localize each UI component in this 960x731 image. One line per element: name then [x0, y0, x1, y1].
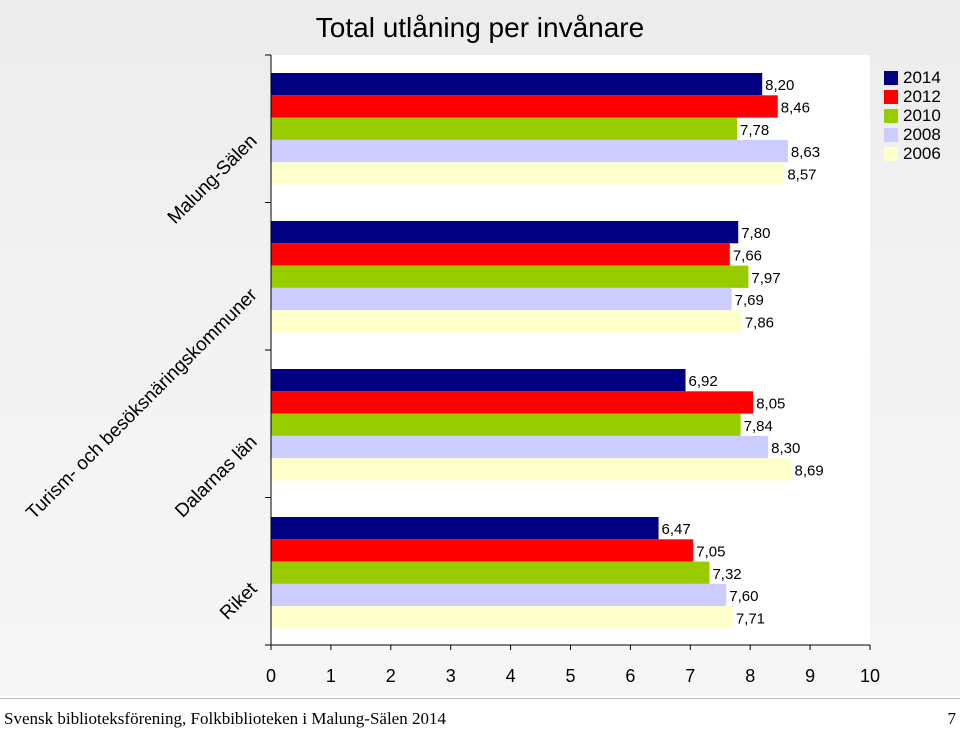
bar — [271, 243, 730, 266]
slide-footer: Svensk biblioteksförening, Folkbibliotek… — [0, 698, 960, 731]
bar — [271, 369, 686, 392]
x-tick-label: 5 — [565, 666, 575, 686]
x-tick-label: 10 — [860, 666, 880, 686]
bar — [271, 583, 727, 607]
category-label: Turism- och besöksnäringskommuner — [22, 284, 262, 524]
page-number: 7 — [947, 709, 957, 728]
legend-swatch — [884, 127, 898, 142]
bar — [271, 391, 754, 414]
legend-label: 2014 — [903, 67, 941, 87]
chart-title: Total utlåning per invånare — [315, 12, 645, 43]
legend-label: 2010 — [903, 105, 941, 125]
legend-label: 2012 — [903, 86, 941, 106]
bar — [271, 287, 732, 311]
footer-text: Svensk biblioteksförening, Folkbibliotek… — [4, 709, 446, 728]
data-label: 7,60 — [729, 588, 758, 605]
x-tick-label: 1 — [326, 666, 336, 686]
bar — [271, 73, 763, 96]
x-tick-label: 8 — [745, 666, 755, 686]
data-label: 7,78 — [740, 122, 769, 139]
legend-label: 2006 — [903, 143, 941, 163]
legend-label: 2008 — [903, 124, 941, 144]
legend-swatch — [884, 89, 898, 104]
data-label: 8,63 — [791, 144, 820, 161]
category-label: Dalarnas län — [171, 432, 261, 522]
data-label: 7,86 — [745, 314, 774, 331]
data-label: 7,97 — [751, 270, 780, 287]
x-tick-label: 0 — [266, 666, 276, 686]
legend-item: 2006 — [884, 144, 941, 163]
x-tick-label: 2 — [386, 666, 396, 686]
data-label: 7,69 — [735, 292, 764, 309]
chart-legend: 2014 2012 2010 2008 2006 — [884, 68, 941, 163]
category-label: Riket — [216, 578, 262, 624]
x-tick-label: 6 — [625, 666, 635, 686]
legend-item: 2014 — [884, 68, 941, 87]
chart-area: 8,20 8,46 7,78 8,63 8,57 7,80 7,66 7,97 7,69 7,86… — [22, 54, 880, 686]
legend-item: 2010 — [884, 106, 941, 125]
legend-swatch — [884, 108, 898, 123]
bar — [271, 517, 659, 540]
legend-item: 2008 — [884, 125, 941, 144]
bar — [271, 265, 749, 288]
data-label: 7,66 — [733, 247, 762, 264]
data-label: 8,57 — [787, 166, 816, 183]
data-label: 7,32 — [712, 566, 741, 583]
x-tick-label: 3 — [446, 666, 456, 686]
data-label: 6,47 — [662, 521, 691, 538]
legend-swatch — [884, 70, 898, 85]
x-tick-label: 7 — [685, 666, 695, 686]
category-label: Malung-Sälen — [164, 131, 262, 229]
bar — [271, 162, 785, 185]
bar — [271, 435, 769, 459]
data-label: 6,92 — [689, 373, 718, 390]
data-label: 7,71 — [736, 610, 765, 627]
legend-swatch — [884, 146, 898, 161]
bar — [271, 117, 738, 140]
bar — [271, 561, 710, 584]
x-tick-label: 9 — [805, 666, 815, 686]
bar — [271, 139, 788, 163]
bar — [271, 539, 694, 562]
data-label: 7,05 — [696, 543, 725, 560]
data-label: 8,30 — [771, 440, 800, 457]
data-label: 8,05 — [756, 395, 785, 412]
bar — [271, 606, 733, 629]
legend-item: 2012 — [884, 87, 941, 106]
bar — [271, 458, 792, 481]
data-label: 8,20 — [765, 77, 794, 94]
bar — [271, 310, 742, 333]
data-label: 8,69 — [795, 462, 824, 479]
x-tick-label: 4 — [506, 666, 516, 686]
data-label: 7,80 — [741, 225, 770, 242]
bar — [271, 221, 739, 244]
data-label: 7,84 — [744, 418, 773, 435]
bar — [271, 95, 778, 118]
bar — [271, 413, 741, 436]
data-label: 8,46 — [781, 99, 810, 116]
